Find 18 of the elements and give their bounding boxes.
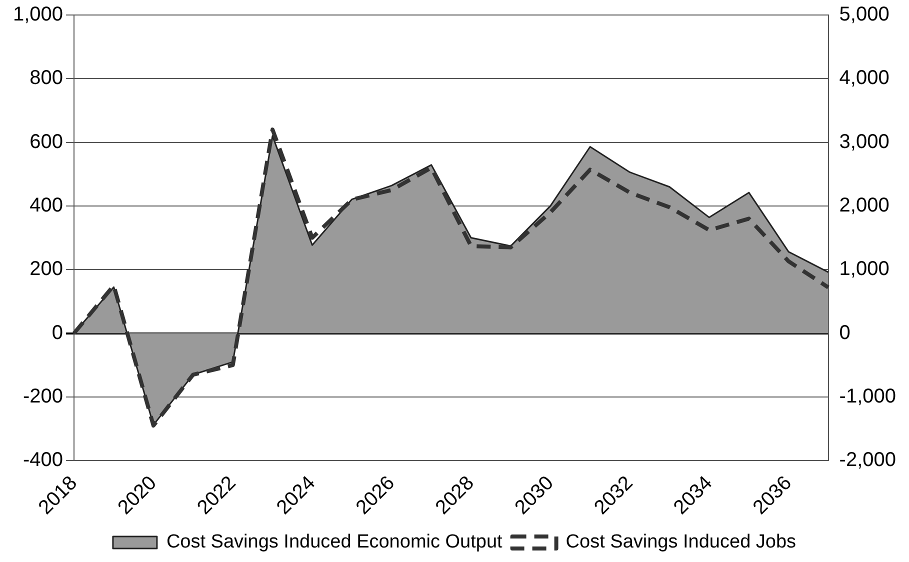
y2-tick-label: -2,000 [839, 449, 896, 472]
legend-label: Cost Savings Induced Economic Output [166, 532, 504, 553]
y2-tick-label: 4,000 [839, 67, 890, 90]
y-tick-label: -200 [23, 385, 64, 408]
y-tick-label: 0 [52, 322, 64, 344]
legend-label: Cost Savings Induced Jobs [566, 532, 796, 553]
y2-tick-label: 2,000 [839, 194, 890, 216]
y2-tick-label: 5,000 [839, 4, 890, 26]
y2-tick-label: 1,000 [839, 258, 890, 280]
y-tick-label: -400 [23, 449, 64, 472]
y-tick-label: 800 [30, 67, 64, 90]
y-tick-label: 400 [30, 194, 64, 216]
y2-tick-label: 3,000 [839, 130, 890, 153]
y-tick-label: 1,000 [12, 4, 64, 26]
y-tick-label: 200 [30, 258, 64, 280]
y-tick-label: 600 [30, 130, 64, 153]
y2-tick-label: 0 [839, 322, 850, 344]
y2-tick-label: -1,000 [839, 385, 896, 408]
